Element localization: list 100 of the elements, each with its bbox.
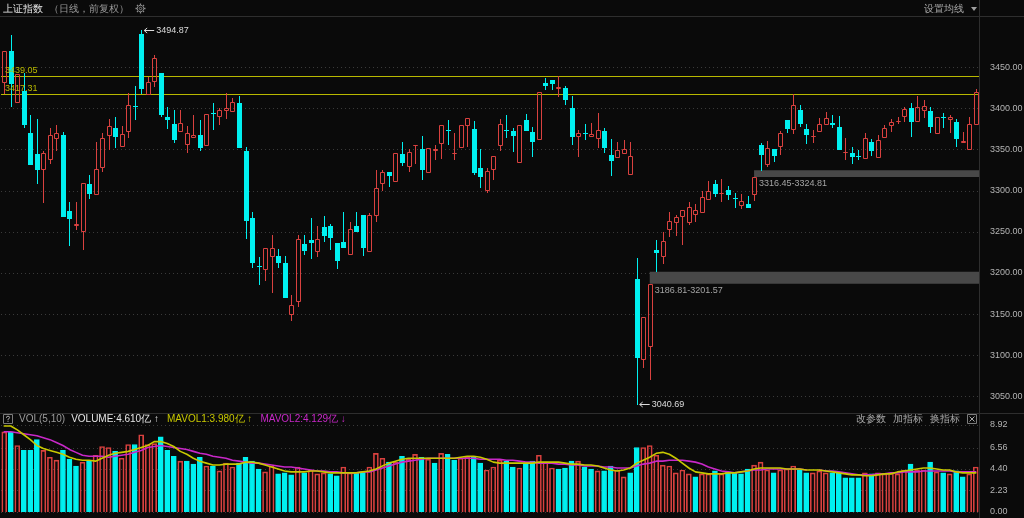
- candlestick: [863, 132, 868, 159]
- candlestick: [211, 102, 216, 131]
- candlestick: [804, 123, 809, 145]
- bar: [470, 455, 477, 512]
- bar: [927, 461, 933, 512]
- candlestick: [869, 138, 874, 157]
- candlestick: [152, 54, 157, 88]
- chart-title: VOL(5,10): [19, 413, 66, 425]
- candlestick: [315, 225, 320, 258]
- candlestick: [81, 183, 86, 251]
- candlestick: [485, 167, 490, 194]
- candlestick: [882, 124, 887, 138]
- candlestick: [133, 85, 138, 121]
- bar: [477, 462, 484, 512]
- bar: [959, 476, 966, 512]
- bar: [20, 450, 27, 512]
- candlestick: [902, 106, 907, 123]
- series-label: VOLUME:4.610亿 ↑: [71, 413, 159, 425]
- bar: [803, 472, 810, 512]
- candlestick: [198, 119, 203, 152]
- candlestick: [772, 149, 777, 163]
- text: 加指标: [893, 413, 923, 425]
- y-tick-label: 3050.00: [990, 390, 1023, 401]
- candlestick: [563, 85, 568, 106]
- bar: [829, 472, 836, 512]
- candlestick: [146, 76, 151, 95]
- bar: [249, 460, 255, 512]
- y-tick-label: 0.00: [990, 506, 1008, 517]
- candlestick: [628, 141, 633, 175]
- candlestick: [576, 129, 581, 158]
- candlestick: [824, 111, 829, 125]
- candlestick: [354, 211, 359, 232]
- bar: [940, 472, 946, 512]
- bar: [112, 451, 118, 512]
- candlestick: [433, 144, 438, 161]
- candlestick: [530, 126, 535, 158]
- y-tick-label: 3400.00: [990, 102, 1023, 113]
- candlestick: [661, 231, 666, 265]
- bar: [275, 473, 281, 512]
- candlestick: [367, 212, 372, 252]
- candlestick: [113, 116, 118, 149]
- candlestick: [543, 77, 548, 91]
- bar: [197, 456, 203, 512]
- y-tick-label: 3100.00: [990, 349, 1023, 360]
- candlestick: [348, 221, 353, 255]
- candlestick: [746, 195, 751, 208]
- candlestick: [830, 114, 835, 129]
- candlestick: [420, 135, 425, 181]
- candlestick: [107, 118, 112, 151]
- bar: [712, 470, 718, 512]
- y-tick-label: 8.92: [990, 419, 1008, 430]
- text: 改参数: [856, 413, 886, 425]
- bar: [601, 470, 607, 512]
- candlestick: [948, 114, 953, 134]
- candlestick: [759, 142, 764, 172]
- bar: [399, 455, 405, 512]
- candlestick: [407, 148, 412, 173]
- candlestick: [935, 117, 940, 134]
- candlestick: [583, 123, 588, 141]
- bar: [86, 460, 92, 512]
- candlestick: [374, 169, 379, 223]
- bar: [738, 473, 744, 512]
- band-label: 3186.81-3201.57: [654, 284, 723, 295]
- candlestick: [100, 132, 105, 173]
- candlestick: [713, 179, 718, 198]
- candlestick: [120, 125, 125, 147]
- candlestick: [876, 134, 881, 158]
- candlestick: [596, 112, 601, 149]
- bar: [210, 465, 216, 512]
- candlestick: [302, 234, 307, 256]
- candlestick: [556, 75, 561, 98]
- candlestick: [35, 118, 40, 185]
- y-tick-label: 6.56: [990, 442, 1008, 453]
- candlestick: [615, 141, 620, 158]
- bar: [73, 465, 79, 512]
- candlestick: [172, 109, 177, 144]
- candlestick: [602, 127, 607, 154]
- annotation: 3040.69: [651, 398, 685, 409]
- candlestick: [289, 294, 294, 322]
- text: 设置均线: [924, 2, 964, 15]
- candlestick: [270, 234, 275, 294]
- bar: [157, 436, 164, 512]
- candlestick: [498, 118, 503, 152]
- candlestick: [739, 193, 744, 210]
- candlestick: [915, 95, 920, 122]
- candlestick: [648, 284, 653, 381]
- candlestick: [296, 234, 301, 308]
- candlestick: [309, 217, 314, 260]
- candlestick: [165, 106, 170, 130]
- bar: [953, 470, 960, 512]
- candlestick: [680, 210, 685, 246]
- candlestick: [752, 177, 757, 202]
- bar: [523, 462, 529, 512]
- bar: [360, 471, 366, 512]
- bar: [451, 459, 457, 512]
- candlestick: [798, 104, 803, 128]
- candlestick: [504, 114, 509, 139]
- annotation: 3494.87: [156, 24, 189, 35]
- candlestick: [928, 106, 933, 134]
- text: 换指标: [930, 413, 960, 425]
